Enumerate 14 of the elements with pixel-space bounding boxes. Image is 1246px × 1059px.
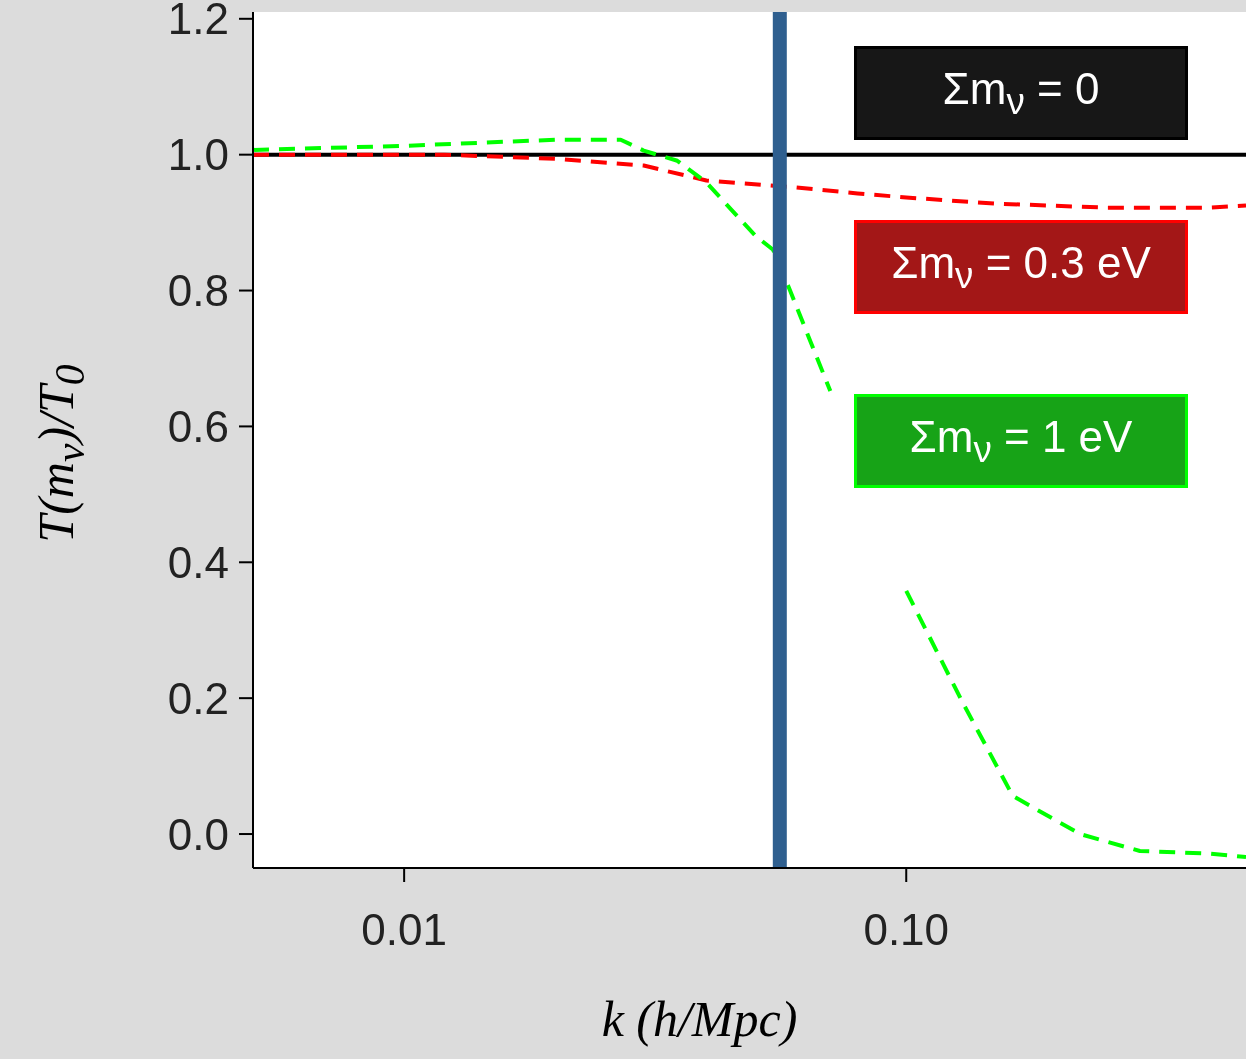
x-tick-label: 0.01 — [361, 905, 447, 955]
series-label: Σm$_{ν}$ = 0 — [942, 63, 1100, 123]
y-tick-label: 0.0 — [167, 809, 229, 859]
x-tick-label: 0.10 — [863, 905, 950, 955]
y-tick-label: 1.2 — [167, 0, 229, 44]
x-axis-title: k (h/Mpc) — [600, 990, 799, 1048]
y-tick-label: 0.8 — [167, 266, 229, 316]
legend: Σm$_{ν}$ = 0 Σm$_{ν}$ = 0.3 eV Σm$_{ν}$ = 1 eV — [854, 46, 1188, 488]
y-tick-label: 1.0 — [167, 130, 229, 180]
series-label: Σm$_{ν}$ = 0.3 eV — [891, 237, 1151, 297]
y-tick-label: 0.6 — [167, 402, 229, 452]
y-tick-label: 0.4 — [167, 537, 229, 587]
y-tick-label: 0.2 — [167, 673, 229, 723]
series-label: Σm$_{ν}$ = 1 eV — [909, 411, 1133, 471]
